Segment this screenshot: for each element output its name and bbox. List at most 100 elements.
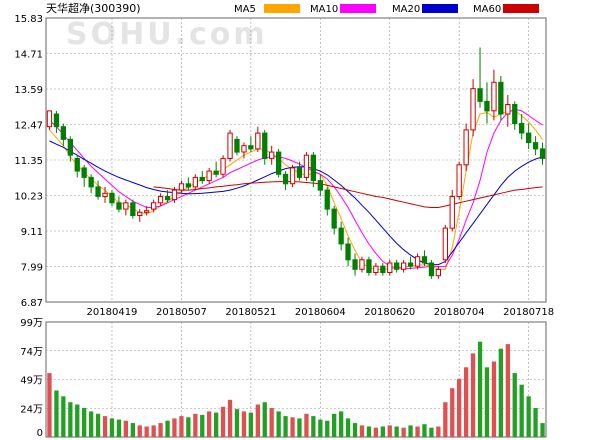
volume-bar-down (311, 416, 316, 437)
candle-down (498, 81, 504, 115)
date-tick-label: 20180704 (434, 307, 485, 318)
ma-legend: MA5 MA10 MA20 MA60 (234, 4, 539, 15)
volume-bar-down (234, 409, 240, 437)
candle-down (53, 113, 60, 128)
legend-label-ma20: MA20 (392, 4, 420, 15)
volume-bar-up (227, 399, 233, 437)
candle-down (477, 88, 483, 102)
volume-bar-up (220, 406, 226, 437)
volume-bar-up (158, 423, 163, 437)
candle-down (324, 189, 330, 210)
legend-swatch-ma20 (422, 4, 458, 13)
volume-bar-up (241, 411, 247, 437)
price-grid (45, 17, 547, 303)
volume-bar-up (450, 388, 455, 437)
price-tick-label: 13.59 (14, 85, 43, 96)
volume-bar-up (172, 418, 177, 437)
candle-down (60, 126, 67, 140)
candle-up (171, 189, 178, 201)
candle-down (366, 259, 372, 273)
volume-bar-down (61, 396, 66, 437)
candle-up (449, 196, 455, 229)
ma-line-ma60 (153, 181, 543, 208)
volume-bar-down (95, 413, 101, 437)
volume-bar-down (352, 423, 358, 437)
candle-up (241, 145, 247, 153)
volume-bar-down (512, 373, 517, 437)
candle-down (109, 192, 115, 204)
volume-bar-up (123, 420, 128, 437)
volume-bar-up (415, 426, 420, 437)
candle-down (317, 180, 324, 191)
legend-swatch-ma10 (340, 4, 376, 13)
volume-bar-down (318, 419, 323, 437)
candle-up (401, 262, 407, 270)
date-axis-labels: 20180419 20180507 20180521 20180604 20180620… (87, 307, 555, 318)
volume-bar-down (82, 408, 87, 437)
candle-up (289, 167, 296, 185)
volume-bar-up (443, 402, 448, 437)
candle-up (414, 256, 421, 267)
volume-bar-down (477, 341, 483, 437)
candle-down (539, 148, 546, 159)
candle-down (164, 196, 171, 201)
candle-down (88, 176, 94, 188)
volume-bar-down (75, 404, 80, 437)
date-tick-label: 20180604 (295, 307, 346, 318)
volume-bar-down (498, 348, 503, 437)
volume-tick-label: 0 (37, 428, 43, 439)
price-tick-label: 6.87 (21, 298, 43, 309)
volume-bar-up (470, 353, 476, 437)
volume-tick-label: 74万 (20, 347, 43, 358)
candle-up (220, 157, 226, 175)
moving-average-lines (49, 108, 543, 270)
candle-up (491, 81, 497, 112)
volume-bar-up (359, 425, 365, 437)
ma-line-ma20 (49, 140, 543, 266)
price-tick-label: 9.11 (21, 227, 43, 238)
volume-bar-down (54, 390, 59, 437)
volume-axis-labels: 99万 74万 49万 24万 0 (20, 318, 43, 439)
candle-down (248, 145, 254, 150)
candle-up (463, 129, 469, 166)
candle-up (387, 262, 393, 273)
volume-bar-down (345, 418, 351, 437)
stock-title: 天华超净(300390) (46, 1, 141, 15)
legend-label-ma60: MA60 (473, 4, 501, 15)
candle-down (185, 183, 191, 188)
volume-bar-up (373, 427, 378, 437)
candle-up (178, 183, 185, 191)
volume-bar-up (290, 417, 295, 437)
candle-up (227, 132, 233, 160)
candle-down (532, 142, 539, 150)
candle-up (157, 196, 164, 204)
candle-down (276, 151, 282, 175)
candle-down (394, 262, 400, 270)
candle-up (123, 202, 129, 210)
candle-down (331, 208, 337, 229)
volume-bar-down (325, 420, 330, 437)
date-tick-label: 20180620 (364, 307, 415, 318)
candle-down (310, 154, 317, 182)
volume-bar-up (255, 404, 260, 437)
candle-up (359, 259, 365, 270)
candle-up (269, 151, 275, 159)
date-tick-label: 20180718 (503, 307, 554, 318)
candle-up (192, 176, 198, 188)
volume-bar-down (429, 427, 434, 437)
candle-down (282, 173, 289, 185)
volume-bar-down (116, 419, 122, 437)
price-tick-label: 15.83 (14, 14, 43, 25)
candle-down (380, 265, 386, 274)
volume-bar-down (519, 384, 524, 437)
legend-swatch-ma5 (264, 4, 300, 13)
volume-bar-up (464, 367, 469, 437)
candle-up (505, 104, 511, 115)
volume-bar-down (408, 425, 413, 437)
price-tick-label: 10.23 (14, 192, 43, 203)
volume-bar-down (200, 414, 205, 437)
volume-bar-down (297, 418, 302, 437)
candle-down (512, 104, 518, 124)
volume-bar-down (186, 417, 191, 437)
volume-bar-up (179, 416, 184, 437)
